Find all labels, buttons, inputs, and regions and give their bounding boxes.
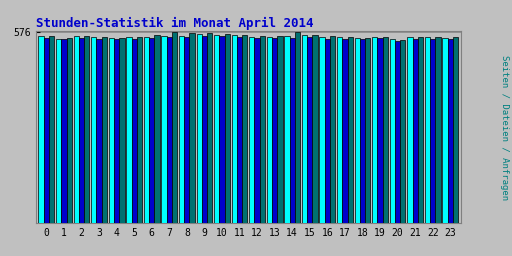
Bar (390, 39, 395, 223)
Bar (179, 36, 184, 223)
Bar (102, 37, 107, 223)
Bar (237, 37, 242, 223)
Bar (49, 36, 54, 223)
Bar (395, 41, 400, 223)
Bar (435, 37, 441, 223)
Bar (453, 37, 458, 223)
Bar (225, 34, 230, 223)
Bar (137, 37, 142, 223)
Bar (319, 37, 325, 223)
Text: Seiten / Dateien / Anfragen: Seiten / Dateien / Anfragen (500, 56, 509, 200)
Bar (242, 35, 247, 223)
Bar (96, 39, 102, 223)
Bar (132, 39, 137, 223)
Bar (447, 39, 453, 223)
Bar (56, 39, 61, 223)
Bar (207, 33, 212, 223)
Bar (272, 38, 278, 223)
Bar (167, 37, 172, 223)
Bar (312, 35, 317, 223)
Bar (354, 38, 360, 223)
Bar (430, 39, 435, 223)
Bar (342, 39, 348, 223)
Bar (61, 39, 67, 223)
Bar (400, 40, 406, 223)
Bar (325, 39, 330, 223)
Bar (155, 35, 160, 223)
Bar (84, 36, 90, 223)
Bar (407, 37, 413, 223)
Bar (365, 38, 370, 223)
Bar (44, 38, 49, 223)
Bar (219, 36, 225, 223)
Bar (214, 35, 219, 223)
Bar (372, 37, 377, 223)
Bar (348, 37, 353, 223)
Bar (249, 37, 254, 223)
Bar (74, 36, 79, 223)
Bar (161, 36, 167, 223)
Bar (290, 38, 295, 223)
Bar (267, 37, 272, 223)
Bar (307, 37, 312, 223)
Bar (377, 38, 382, 223)
Bar (302, 35, 307, 223)
Bar (67, 38, 72, 223)
Bar (442, 38, 447, 223)
Bar (360, 39, 365, 223)
Bar (144, 37, 149, 223)
Bar (189, 33, 195, 223)
Bar (202, 36, 207, 223)
Bar (109, 38, 114, 223)
Bar (278, 36, 283, 223)
Bar (284, 36, 290, 223)
Bar (382, 37, 388, 223)
Bar (126, 37, 132, 223)
Bar (337, 37, 342, 223)
Bar (197, 34, 202, 223)
Bar (119, 38, 124, 223)
Bar (260, 36, 265, 223)
Bar (172, 32, 177, 223)
Text: Stunden-Statistik im Monat April 2014: Stunden-Statistik im Monat April 2014 (36, 16, 313, 29)
Bar (295, 32, 300, 223)
Bar (413, 39, 418, 223)
Bar (418, 37, 423, 223)
Bar (149, 38, 155, 223)
Bar (254, 38, 260, 223)
Bar (38, 36, 44, 223)
Bar (231, 35, 237, 223)
Bar (114, 39, 119, 223)
Bar (330, 36, 335, 223)
Bar (425, 37, 430, 223)
Bar (184, 37, 189, 223)
Bar (91, 37, 96, 223)
Bar (79, 38, 84, 223)
